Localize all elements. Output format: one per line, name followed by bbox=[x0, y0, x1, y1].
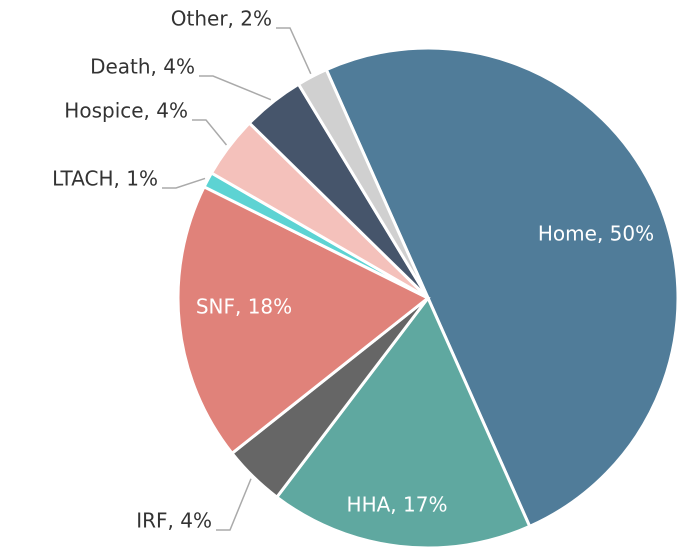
pie-slice bbox=[176, 184, 431, 456]
slice-label: HHA, 17% bbox=[347, 493, 448, 517]
leader-line bbox=[192, 119, 228, 146]
slice-label: IRF, 4% bbox=[136, 509, 212, 533]
leader-line bbox=[162, 177, 206, 189]
slice-label: Other, 2% bbox=[171, 7, 272, 31]
leader-line bbox=[199, 75, 272, 101]
slice-label: SNF, 18% bbox=[196, 295, 292, 319]
pie-slice bbox=[296, 67, 430, 299]
leader-line bbox=[276, 27, 312, 75]
slice-label: LTACH, 1% bbox=[52, 167, 158, 191]
pie-slice bbox=[274, 295, 532, 550]
slice-label: Hospice, 4% bbox=[64, 99, 188, 123]
slice-label: Death, 4% bbox=[90, 55, 195, 79]
leader-line bbox=[216, 478, 252, 531]
pie-slice bbox=[324, 46, 680, 529]
slice-label: Home, 50% bbox=[538, 222, 654, 246]
